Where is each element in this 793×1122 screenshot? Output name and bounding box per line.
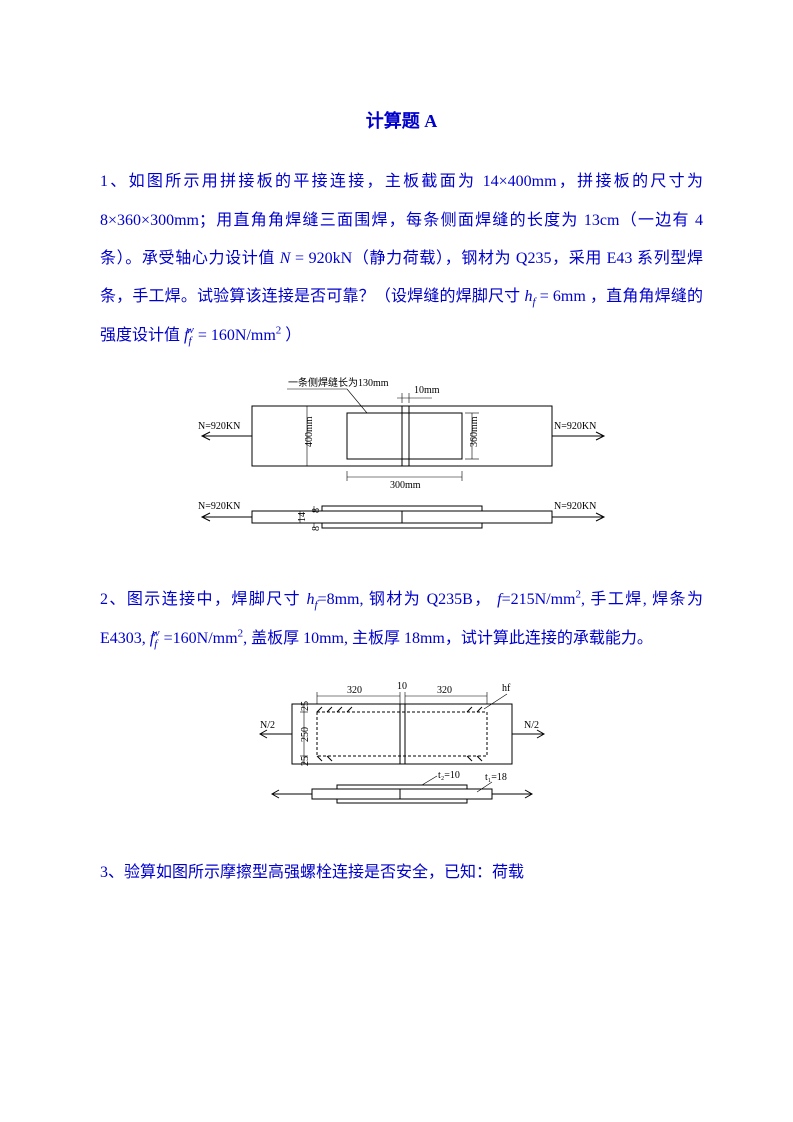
times-sym: × [141, 212, 150, 229]
figure-2-svg: 320 10 320 hf 25 250 25 N/2 N/2 [252, 674, 552, 824]
svg-text:t₁=18: t₁=18 [485, 772, 507, 783]
p1-seg: ） [281, 327, 301, 344]
problem-2-text: 2、图示连接中，焊脚尺寸 hf=8mm, 钢材为 Q235B， f=215N/m… [100, 581, 703, 658]
page-title: 计算题 A [100, 100, 703, 143]
svg-text:360mm: 360mm [469, 416, 480, 447]
p2-seg: =8mm, 钢材为 Q235B， [318, 591, 498, 608]
p1-seg: 360 [117, 212, 141, 229]
sub-f: f [188, 335, 191, 347]
svg-text:N/2: N/2 [524, 720, 539, 731]
svg-text:320: 320 [347, 685, 362, 696]
p2-seg: , 盖板厚 10mm, 主板厚 18mm，试计算此连接的承载能力。 [243, 630, 653, 647]
fig1-note: 一条侧焊缝长为130mm [288, 376, 389, 389]
svg-text:t₂=10: t₂=10 [438, 770, 460, 781]
figure-1-svg: 一条侧焊缝长为130mm 10mm 400mm 360mm 300mm N [192, 371, 612, 551]
times-sym: × [499, 173, 508, 190]
svg-text:14: 14 [297, 512, 308, 522]
problem-1-text: 1、如图所示用拼接板的平接连接，主板截面为 14×400mm，拼接板的尺寸为 8… [100, 163, 703, 355]
svg-text:N=920KN: N=920KN [554, 421, 596, 432]
svg-text:8: 8 [311, 526, 322, 531]
svg-text:300mm: 300mm [390, 480, 421, 491]
p2-seg: =160N/mm [160, 630, 238, 647]
svg-text:25: 25 [300, 701, 311, 711]
var-h: h [525, 288, 533, 305]
p1-seg: 1、如图所示用拼接板的平接连接，主板截面为 14 [100, 173, 499, 190]
p2-seg: 2、图示连接中，焊脚尺寸 [100, 591, 307, 608]
sup-w: w [152, 627, 159, 639]
p3-seg: 3、验算如图所示摩擦型高强螺栓连接是否安全，已知：荷载 [100, 864, 524, 881]
svg-text:N=920KN: N=920KN [198, 501, 240, 512]
times-sym: × [108, 212, 117, 229]
sup-w: w [187, 324, 194, 336]
var-h: h [307, 591, 315, 608]
svg-text:8: 8 [311, 508, 322, 513]
svg-text:N=920KN: N=920KN [198, 421, 240, 432]
svg-text:400mm: 400mm [304, 416, 315, 447]
p1-seg: = 160N/mm [194, 327, 276, 344]
document-page: 计算题 A 1、如图所示用拼接板的平接连接，主板截面为 14×400mm，拼接板… [0, 0, 793, 952]
problem-3-text: 3、验算如图所示摩擦型高强螺栓连接是否安全，已知：荷载 [100, 854, 703, 892]
svg-text:hf: hf [502, 683, 511, 694]
sub-f: f [154, 638, 157, 650]
svg-text:10: 10 [397, 681, 407, 692]
figure-1: 一条侧焊缝长为130mm 10mm 400mm 360mm 300mm N [100, 371, 703, 551]
svg-text:250: 250 [300, 727, 311, 742]
svg-text:320: 320 [437, 685, 452, 696]
figure-2: 320 10 320 hf 25 250 25 N/2 N/2 [100, 674, 703, 824]
svg-text:N/2: N/2 [260, 720, 275, 731]
var-N: N [280, 250, 291, 267]
p2-seg: =215N/mm [502, 591, 576, 608]
svg-text:N=920KN: N=920KN [554, 501, 596, 512]
svg-text:10mm: 10mm [414, 385, 440, 396]
svg-text:25: 25 [300, 756, 311, 766]
